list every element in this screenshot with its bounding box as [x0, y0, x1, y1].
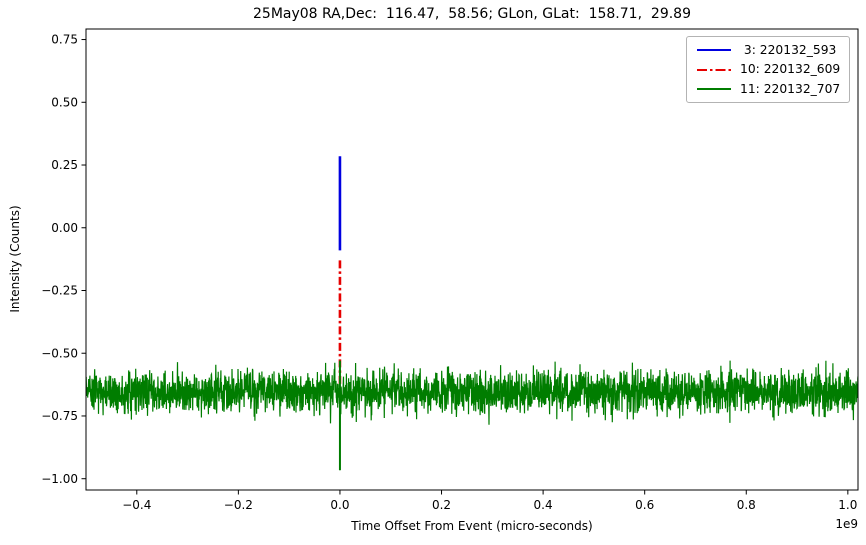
x-tick-label: 0.2	[432, 498, 451, 512]
legend-label: 3: 220132_593	[740, 42, 837, 57]
legend-entry-1: 10: 220132_609	[696, 60, 843, 80]
y-tick-label: −0.25	[41, 284, 78, 298]
y-tick-label: 0.25	[51, 158, 78, 172]
y-tick-label: 0.75	[51, 33, 78, 47]
chart-title: 25May08 RA,Dec: 116.47, 58.56; GLon, GLa…	[253, 6, 691, 22]
x-tick-label: −0.4	[122, 498, 151, 512]
legend-label: 10: 220132_609	[740, 62, 841, 77]
axes-frame	[85, 28, 859, 491]
x-axis-offset-text: 1e9	[835, 517, 858, 531]
y-axis-label: Intensity (Counts)	[8, 205, 22, 313]
x-tick-label: 0.8	[737, 498, 756, 512]
y-tick-label: 0.50	[51, 95, 78, 109]
legend-line-sample-blue	[697, 48, 731, 51]
x-tick-label: 0.6	[635, 498, 654, 512]
x-axis-label: Time Offset From Event (micro-seconds)	[351, 519, 593, 533]
legend-entry-0: 3: 220132_593	[696, 40, 843, 60]
y-tick-label: 0.00	[51, 221, 78, 235]
legend-box: 3: 220132_593 10: 220132_609 11: 220132_…	[686, 36, 850, 103]
legend-entry-2: 11: 220132_707	[696, 79, 843, 99]
legend-line-sample-red	[697, 68, 731, 71]
legend-line-sample-green	[697, 88, 731, 91]
legend-label: 11: 220132_707	[740, 82, 841, 97]
y-tick-label: −0.50	[41, 346, 78, 360]
x-tick-label: 1.0	[838, 498, 857, 512]
series-noise-trace-2	[86, 360, 858, 471]
x-tick-label: 0.4	[534, 498, 553, 512]
x-tick-label: −0.2	[224, 498, 253, 512]
series-group	[86, 156, 858, 471]
x-tick-label: 0.0	[330, 498, 349, 512]
y-tick-label: −0.75	[41, 409, 78, 423]
y-tick-label: −1.00	[41, 472, 78, 486]
